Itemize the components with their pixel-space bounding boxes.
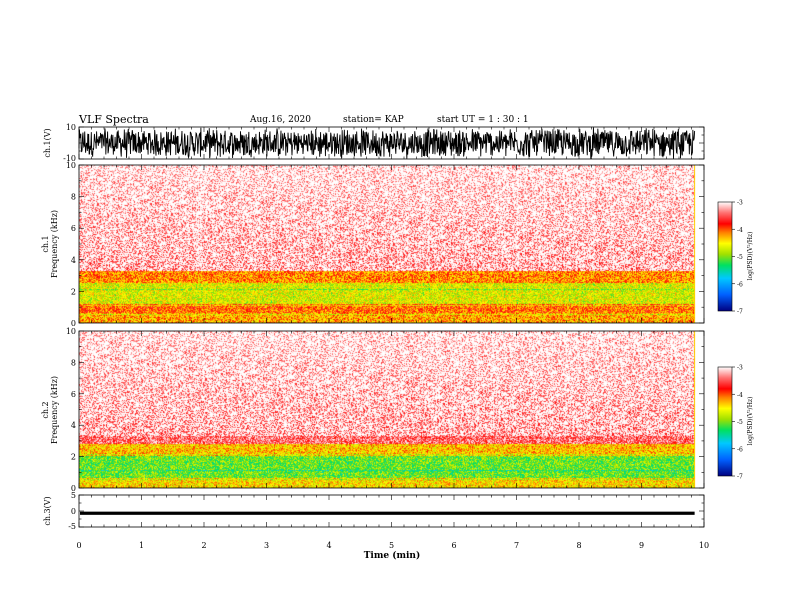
x-tick-label: 7: [514, 541, 519, 550]
ch1-waveform-panel: 10 -10 ch.1(V): [43, 123, 705, 163]
ch2-channel-label: ch.2: [41, 401, 50, 418]
ch1-waveform-line: [78, 127, 696, 160]
ch2-spectrogram-ytick-label: 6: [71, 390, 76, 399]
start-time-label: start UT = 1 : 30 : 1: [437, 115, 529, 125]
ch3-ytick-mid: 0: [71, 507, 76, 516]
ch2-spectrogram-ytick-label: 10: [66, 327, 76, 336]
ch2-colorbar-label: log(PSD)(V²/Hz): [747, 397, 754, 446]
ch2-spectrogram-panel: 0 2 4 6 8 10 ch.2 Frequency (kHz): [41, 327, 705, 493]
colorbar-tick-label: -4: [737, 392, 743, 399]
x-tick-label: 10: [699, 541, 709, 550]
ch1-spectrogram-panel: 0 2 4 6 8 10 ch.1 Frequency (kHz): [41, 161, 705, 328]
x-tick-label: 5: [389, 541, 394, 550]
x-tick-label: 9: [639, 541, 644, 550]
x-tick-label: 8: [576, 541, 581, 550]
ch2-spectrogram-ytick-label: 8: [71, 358, 76, 367]
colorbar-tick-label: -3: [737, 365, 743, 372]
ch1-channel-label: ch.1: [41, 235, 50, 252]
ch2-spectrogram-raster: [79, 331, 695, 488]
ch2-spectrogram-image: [79, 331, 696, 488]
figure-title: VLF Spectra: [79, 113, 149, 126]
ch1-spectrogram-ytick-label: 10: [66, 161, 76, 170]
colorbar-tick-label: -5: [737, 419, 743, 426]
station-label: station= KAP: [343, 115, 404, 125]
ch1-ylabel: ch.1(V): [43, 128, 52, 157]
ch1-colorbar-gradient: [717, 201, 733, 312]
ch1-ytick-bottom: -10: [63, 154, 76, 163]
ch2-spectrogram-ytick-label: 4: [71, 421, 76, 430]
colorbar-tick-label: -4: [737, 227, 743, 234]
ch2-colorbar-ticks: -3 -4 -5 -6 -7: [732, 365, 743, 481]
ch2-colorbar: -3 -4 -5 -6 -7 log(PSD)(V²/Hz): [717, 365, 754, 481]
ch1-colorbar-ticks: -3 -4 -5 -6 -7: [732, 200, 743, 316]
ch2-spectrogram-ytick-labels: 0 2 4 6 8 10: [66, 327, 76, 493]
x-tick-label: 6: [451, 541, 456, 550]
ch1-waveform-ticks: [78, 126, 705, 160]
ch2-spectrogram-ticks: [78, 330, 705, 489]
ch1-colorbar: -3 -4 -5 -6 -7 log(PSD)(V²/Hz): [717, 200, 754, 316]
ch1-spectrogram-image: [79, 165, 696, 323]
x-tick-label: 0: [76, 541, 81, 550]
ch1-waveform-trace: [78, 127, 696, 160]
colorbar-tick-label: -7: [737, 309, 743, 316]
ch3-ylabel: ch.3(V): [43, 496, 52, 525]
ch2-spectrogram-ytick-label: 2: [71, 453, 76, 462]
ch1-spectrogram-ytick-labels: 0 2 4 6 8 10: [66, 161, 76, 328]
ch3-waveform-band: [80, 511, 695, 515]
ch3-ytick-bottom: -5: [68, 522, 76, 531]
ch3-waveform-ticks: [78, 494, 705, 528]
colorbar-tick-label: -7: [737, 474, 743, 481]
ch1-frequency-label: Frequency (kHz): [50, 210, 59, 278]
x-tick-label: 1: [139, 541, 144, 550]
ch1-spectrogram-raster: [79, 165, 695, 323]
ch1-spectrogram-ticks: [78, 164, 705, 324]
ch3-waveform-trace: [80, 511, 695, 515]
ch1-spectrogram-ytick-label: 0: [71, 319, 76, 328]
ch1-spectrogram-ytick-label: 6: [71, 224, 76, 233]
ch1-spectrogram-ytick-label: 2: [71, 287, 76, 296]
ch2-spectrogram-ytick-label: 0: [71, 484, 76, 493]
ch3-ytick-top: 5: [71, 491, 76, 500]
ch1-colorbar-label: log(PSD)(V²/Hz): [747, 232, 754, 281]
ch1-spectrogram-ytick-label: 8: [71, 193, 76, 202]
colorbar-tick-label: -5: [737, 254, 743, 261]
date-label: Aug.16, 2020: [250, 115, 311, 125]
ch2-frequency-label: Frequency (kHz): [50, 376, 59, 444]
ch1-ytick-top: 10: [66, 123, 76, 132]
ch1-spectrogram-ytick-label: 4: [71, 256, 76, 265]
time-axis: 0 1 2 3 4 5 6 7 8 9 10: [76, 541, 709, 550]
x-tick-label: 2: [201, 541, 206, 550]
colorbar-tick-label: -6: [737, 446, 743, 453]
colorbar-tick-label: -3: [737, 200, 743, 207]
time-axis-label: Time (min): [364, 550, 421, 561]
ch2-colorbar-gradient: [717, 366, 733, 477]
colorbar-tick-label: -6: [737, 281, 743, 288]
x-tick-label: 4: [326, 541, 331, 550]
ch3-waveform-panel: 5 0 -5 ch.3(V): [43, 491, 705, 531]
x-tick-label: 3: [264, 541, 269, 550]
